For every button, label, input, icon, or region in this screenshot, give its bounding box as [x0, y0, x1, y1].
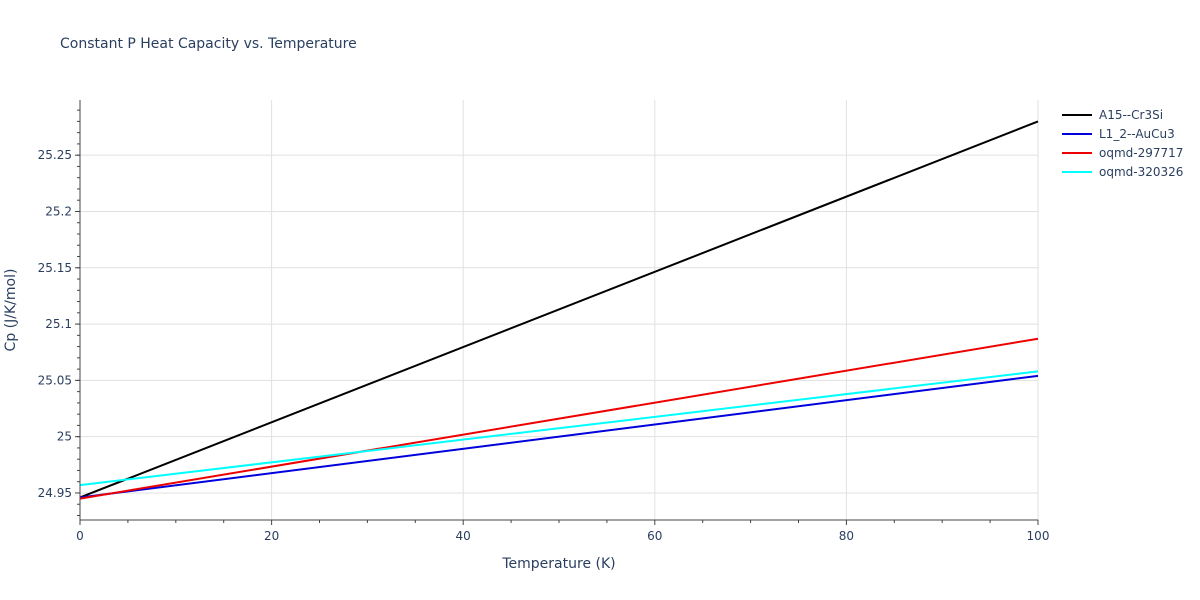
x-tick-label: 40 — [456, 529, 471, 543]
legend-label: oqmd-297717 — [1099, 145, 1184, 160]
legend-swatch-icon — [1062, 113, 1092, 116]
y-tick-label: 25.2 — [45, 204, 72, 218]
series-line-A15--Cr3Si — [79, 120, 1039, 499]
x-tick-label: 20 — [264, 529, 279, 543]
chart-title: Constant P Heat Capacity vs. Temperature — [60, 36, 357, 52]
x-axis-label: Temperature (K) — [501, 556, 615, 572]
legend-item[interactable]: oqmd-320326 — [1062, 162, 1183, 181]
gridlines — [80, 100, 1039, 520]
x-tick-label: 0 — [76, 529, 84, 543]
data-lines — [79, 120, 1039, 500]
y-tick-label: 25 — [57, 430, 72, 444]
y-tick-label: 25.25 — [38, 148, 72, 162]
legend-label: L1_2--AuCu3 — [1099, 126, 1175, 141]
legend-swatch-icon — [1062, 132, 1092, 135]
series-line-L1_2--AuCu3 — [79, 374, 1039, 499]
legend-item[interactable]: L1_2--AuCu3 — [1062, 124, 1183, 143]
legend-label: A15--Cr3Si — [1099, 107, 1164, 122]
legend-swatch-icon — [1062, 170, 1092, 173]
y-tick-label: 25.15 — [38, 261, 72, 275]
y-tick-label: 25.05 — [38, 373, 72, 387]
axes: 0 20 40 60 80 100 24.95 25 25.05 25.1 25.15 25.2 25.… — [38, 100, 1050, 543]
legend: A15--Cr3Si L1_2--AuCu3 oqmd-297717 oqmd-320… — [1062, 105, 1183, 181]
legend-swatch-icon — [1062, 151, 1092, 154]
x-tick-label: 80 — [839, 529, 854, 543]
y-tick-label: 25.1 — [45, 317, 72, 331]
y-tick-label: 24.95 — [38, 486, 72, 500]
legend-label: oqmd-320326 — [1099, 164, 1184, 179]
x-tick-label: 100 — [1027, 529, 1050, 543]
legend-item[interactable]: oqmd-297717 — [1062, 143, 1183, 162]
x-tick-label: 60 — [647, 529, 662, 543]
series-line-oqmd-297717 — [79, 337, 1039, 500]
series-line-oqmd-320326 — [79, 370, 1039, 487]
y-axis-label: Cp (J/K/mol) — [3, 269, 19, 352]
legend-item[interactable]: A15--Cr3Si — [1062, 105, 1183, 124]
